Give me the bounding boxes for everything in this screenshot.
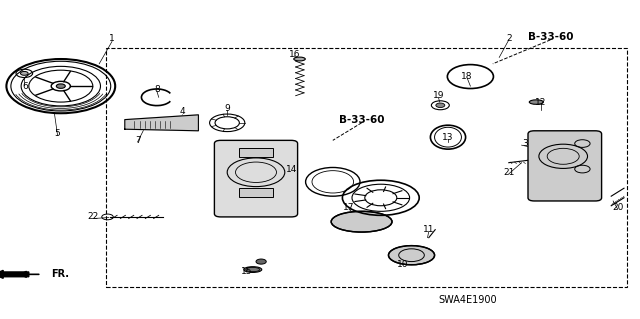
Text: 20: 20 <box>612 203 623 212</box>
FancyBboxPatch shape <box>239 188 273 197</box>
Text: 2: 2 <box>506 34 511 43</box>
Text: 7: 7 <box>135 136 140 145</box>
FancyBboxPatch shape <box>214 140 298 217</box>
Circle shape <box>436 103 445 108</box>
Circle shape <box>20 71 28 75</box>
FancyArrow shape <box>0 270 29 278</box>
Text: 5: 5 <box>55 130 60 138</box>
Text: FR.: FR. <box>51 269 69 279</box>
FancyBboxPatch shape <box>528 131 602 201</box>
Text: 3: 3 <box>522 139 527 148</box>
Text: 14: 14 <box>285 165 297 174</box>
Ellipse shape <box>246 267 260 272</box>
Circle shape <box>56 84 65 88</box>
Ellipse shape <box>529 100 543 104</box>
Ellipse shape <box>294 57 305 61</box>
Text: 6: 6 <box>23 82 28 91</box>
Ellipse shape <box>332 211 392 232</box>
Text: 4: 4 <box>180 107 185 116</box>
Text: 15: 15 <box>241 267 252 276</box>
Ellipse shape <box>244 267 262 272</box>
Text: 19: 19 <box>433 91 444 100</box>
Text: 16: 16 <box>289 50 300 59</box>
Text: 11: 11 <box>423 225 435 234</box>
Ellipse shape <box>388 246 435 265</box>
FancyBboxPatch shape <box>239 148 273 157</box>
Text: 22: 22 <box>87 212 99 221</box>
Circle shape <box>256 259 266 264</box>
Text: B-33-60: B-33-60 <box>339 115 385 125</box>
Text: 17: 17 <box>343 203 355 212</box>
Text: 8: 8 <box>154 85 159 94</box>
Text: 9: 9 <box>225 104 230 113</box>
Text: 13: 13 <box>442 133 454 142</box>
Text: 18: 18 <box>461 72 473 81</box>
Text: B-33-60: B-33-60 <box>527 32 573 42</box>
Polygon shape <box>125 115 198 131</box>
Text: 21: 21 <box>503 168 515 177</box>
Text: 1: 1 <box>109 34 115 43</box>
Text: SWA4E1900: SWA4E1900 <box>438 295 497 305</box>
Text: 12: 12 <box>535 98 547 107</box>
Text: 10: 10 <box>397 260 409 269</box>
